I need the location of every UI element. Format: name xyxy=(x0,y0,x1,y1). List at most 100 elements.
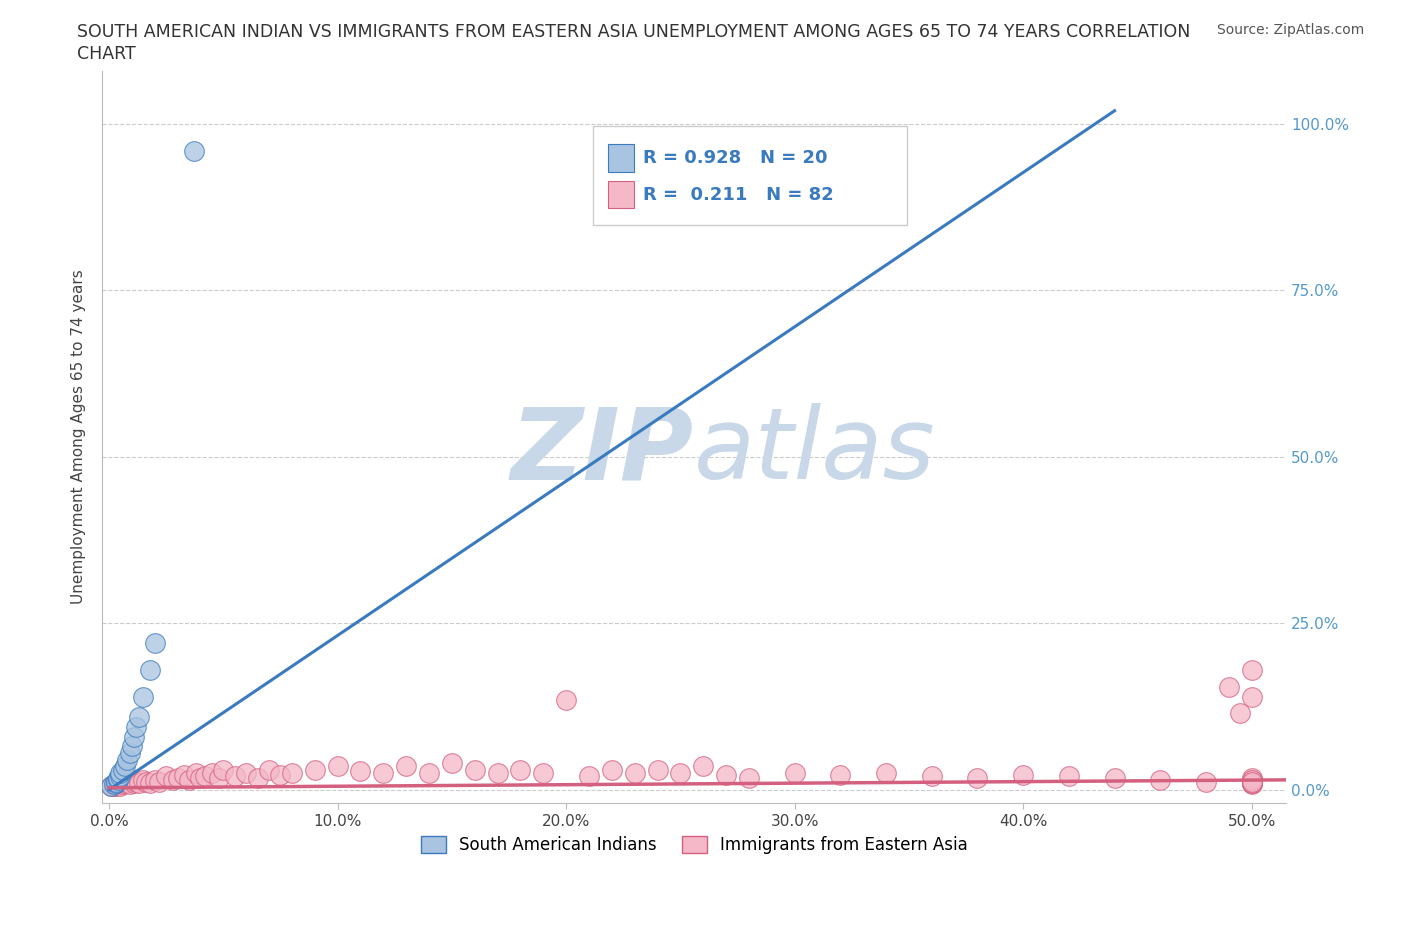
Text: R =  0.211   N = 82: R = 0.211 N = 82 xyxy=(643,186,834,204)
Point xyxy=(121,739,143,754)
Point xyxy=(117,775,139,790)
Point xyxy=(111,777,134,791)
Point xyxy=(1104,770,1126,785)
Point xyxy=(111,772,134,787)
Point xyxy=(111,763,134,777)
Point xyxy=(104,776,127,790)
Point xyxy=(349,764,371,778)
Point xyxy=(201,765,224,780)
Point xyxy=(1057,769,1080,784)
Y-axis label: Unemployment Among Ages 65 to 74 years: Unemployment Among Ages 65 to 74 years xyxy=(72,270,86,604)
Point xyxy=(107,777,129,791)
Point xyxy=(1240,775,1263,790)
Point xyxy=(224,769,246,784)
Point xyxy=(162,772,184,787)
Point xyxy=(110,779,132,794)
Point xyxy=(125,719,148,734)
Point xyxy=(122,729,145,744)
Point xyxy=(128,776,150,790)
Point xyxy=(104,776,127,790)
Point xyxy=(600,763,623,777)
Point xyxy=(100,779,122,794)
Point xyxy=(1240,777,1263,791)
Point xyxy=(103,777,125,791)
Text: SOUTH AMERICAN INDIAN VS IMMIGRANTS FROM EASTERN ASIA UNEMPLOYMENT AMONG AGES 65: SOUTH AMERICAN INDIAN VS IMMIGRANTS FROM… xyxy=(77,23,1191,41)
Point xyxy=(139,776,162,790)
Point xyxy=(966,770,988,785)
Point xyxy=(669,765,692,780)
Point xyxy=(531,765,554,780)
Point xyxy=(104,779,127,794)
Point xyxy=(269,767,291,782)
Point xyxy=(875,765,897,780)
Point xyxy=(118,777,141,791)
Point xyxy=(1240,770,1263,785)
Text: Source: ZipAtlas.com: Source: ZipAtlas.com xyxy=(1216,23,1364,37)
Point xyxy=(1149,772,1171,787)
Point xyxy=(155,769,177,784)
Point xyxy=(1195,775,1218,790)
Point xyxy=(830,767,852,782)
Point xyxy=(326,759,349,774)
Point xyxy=(177,772,200,787)
Point xyxy=(1240,772,1263,787)
Point xyxy=(692,759,714,774)
Point xyxy=(509,763,531,777)
Point xyxy=(783,765,806,780)
Point xyxy=(1012,767,1035,782)
Point xyxy=(125,775,148,790)
Text: R = 0.928   N = 20: R = 0.928 N = 20 xyxy=(643,149,828,167)
Point xyxy=(1240,775,1263,790)
Point xyxy=(1229,706,1251,721)
Point xyxy=(117,752,139,767)
Legend: South American Indians, Immigrants from Eastern Asia: South American Indians, Immigrants from … xyxy=(413,830,974,860)
Point xyxy=(235,765,257,780)
Point xyxy=(190,770,212,785)
Point xyxy=(1240,776,1263,790)
Point xyxy=(921,769,943,784)
Point xyxy=(555,693,578,708)
Point xyxy=(208,770,231,785)
Bar xyxy=(607,180,634,208)
Point xyxy=(183,143,205,158)
Point xyxy=(135,775,157,790)
Point xyxy=(464,763,486,777)
Point xyxy=(281,765,304,780)
Point xyxy=(166,770,188,785)
Point xyxy=(121,772,143,787)
Point xyxy=(486,765,509,780)
Point xyxy=(1240,772,1263,787)
Point xyxy=(139,662,162,677)
Point xyxy=(122,776,145,790)
Point xyxy=(373,765,395,780)
Point xyxy=(647,763,669,777)
Point xyxy=(1240,689,1263,704)
Point xyxy=(623,765,645,780)
Point xyxy=(110,776,132,790)
Point xyxy=(143,772,166,787)
Point xyxy=(173,767,195,782)
Point xyxy=(100,779,122,794)
Point xyxy=(212,763,235,777)
Text: CHART: CHART xyxy=(77,45,136,62)
Point xyxy=(107,772,129,787)
Point xyxy=(110,769,132,784)
Point xyxy=(257,763,280,777)
Point xyxy=(103,777,125,791)
Text: atlas: atlas xyxy=(695,403,936,500)
Point xyxy=(194,769,217,784)
Point xyxy=(118,746,141,761)
Point xyxy=(578,769,600,784)
Point xyxy=(148,775,170,790)
Point xyxy=(114,776,136,790)
Point xyxy=(132,772,155,787)
Point xyxy=(738,770,761,785)
Point xyxy=(114,759,136,774)
Point xyxy=(104,775,127,790)
Point xyxy=(714,767,737,782)
Point xyxy=(107,775,129,790)
Point xyxy=(1240,662,1263,677)
Point xyxy=(103,779,125,794)
Point xyxy=(132,689,155,704)
Text: ZIP: ZIP xyxy=(512,403,695,500)
